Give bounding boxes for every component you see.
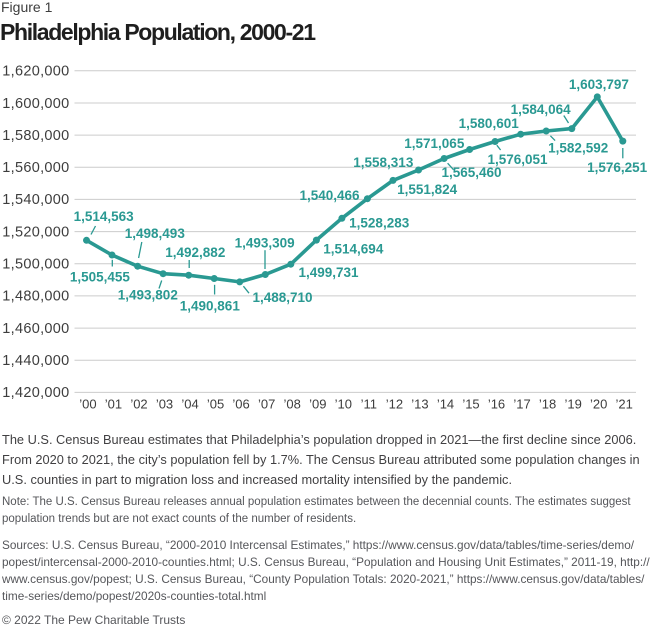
svg-text:’13: ’13 [411, 397, 428, 412]
svg-text:’18: ’18 [539, 397, 556, 412]
svg-text:1,565,460: 1,565,460 [441, 165, 501, 180]
svg-text:1,490,861: 1,490,861 [180, 299, 241, 314]
svg-text:1,620,000: 1,620,000 [2, 64, 69, 80]
svg-text:1,499,731: 1,499,731 [298, 265, 359, 280]
svg-text:’08: ’08 [284, 397, 301, 412]
svg-text:’04: ’04 [181, 397, 198, 412]
svg-text:1,600,000: 1,600,000 [2, 96, 69, 112]
svg-text:’15: ’15 [462, 397, 479, 412]
svg-text:1,580,601: 1,580,601 [459, 116, 520, 131]
svg-text:1,582,592: 1,582,592 [548, 141, 608, 156]
svg-text:’09: ’09 [309, 397, 326, 412]
svg-text:’14: ’14 [437, 397, 454, 412]
svg-text:1,420,000: 1,420,000 [2, 385, 69, 401]
svg-text:1,460,000: 1,460,000 [2, 321, 69, 337]
svg-text:1,584,064: 1,584,064 [511, 102, 572, 117]
svg-text:’21: ’21 [616, 397, 633, 412]
svg-text:1,560,000: 1,560,000 [2, 160, 69, 176]
svg-text:’02: ’02 [130, 397, 147, 412]
svg-text:’03: ’03 [156, 397, 173, 412]
svg-text:1,528,283: 1,528,283 [349, 216, 410, 231]
svg-text:1,540,000: 1,540,000 [2, 192, 69, 208]
svg-text:1,492,882: 1,492,882 [165, 245, 225, 260]
svg-text:’10: ’10 [335, 397, 352, 412]
svg-text:1,440,000: 1,440,000 [2, 353, 69, 369]
svg-text:1,505,455: 1,505,455 [70, 270, 131, 285]
svg-text:1,514,563: 1,514,563 [74, 209, 135, 224]
svg-text:’00: ’00 [79, 397, 96, 412]
svg-text:1,500,000: 1,500,000 [2, 257, 69, 273]
svg-text:’07: ’07 [258, 397, 275, 412]
svg-text:1,576,251: 1,576,251 [587, 160, 648, 175]
svg-text:1,576,051: 1,576,051 [487, 152, 548, 167]
svg-text:1,488,710: 1,488,710 [252, 290, 312, 305]
svg-text:1,551,824: 1,551,824 [397, 182, 458, 197]
svg-text:1,493,309: 1,493,309 [235, 236, 295, 251]
svg-text:’05: ’05 [207, 397, 224, 412]
svg-text:1,520,000: 1,520,000 [2, 224, 69, 240]
svg-text:’17: ’17 [513, 397, 530, 412]
svg-text:1,540,466: 1,540,466 [299, 188, 360, 203]
svg-text:1,498,493: 1,498,493 [125, 226, 186, 241]
svg-text:1,493,802: 1,493,802 [118, 288, 178, 303]
svg-text:’01: ’01 [105, 397, 122, 412]
svg-text:1,603,797: 1,603,797 [569, 77, 629, 92]
svg-text:’20: ’20 [590, 397, 607, 412]
svg-text:1,580,000: 1,580,000 [2, 128, 69, 144]
svg-text:1,571,065: 1,571,065 [404, 136, 465, 151]
svg-text:’06: ’06 [232, 397, 249, 412]
svg-text:1,480,000: 1,480,000 [2, 289, 69, 305]
svg-text:’11: ’11 [361, 397, 377, 412]
svg-text:’12: ’12 [386, 397, 403, 412]
svg-text:’16: ’16 [488, 397, 505, 412]
svg-text:1,558,313: 1,558,313 [353, 155, 414, 170]
svg-text:1,514,694: 1,514,694 [323, 241, 384, 256]
svg-text:’19: ’19 [565, 397, 582, 412]
